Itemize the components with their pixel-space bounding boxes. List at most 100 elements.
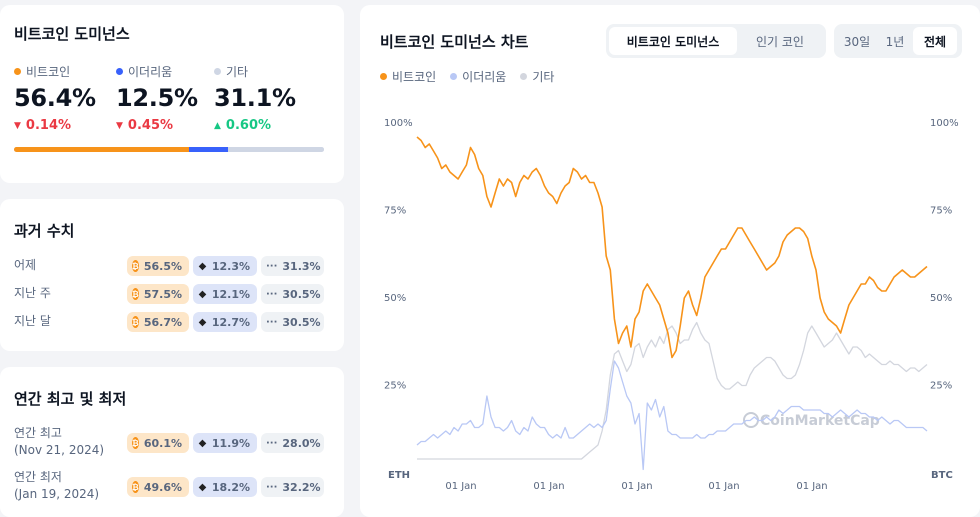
yearly-row-date: (Jan 19, 2024) [14,487,100,501]
yearly-row-date: (Nov 21, 2024) [14,443,105,457]
more-icon: ··· [266,288,278,300]
pill-eth-value: 12.3% [211,259,250,273]
dominance-btc: 비트코인 56.4% ▼ 0.14% [14,63,96,133]
bitcoin-icon: ₿ [132,316,139,328]
dominance-bar-btc [14,147,189,152]
y-tick-right: 50% [930,293,952,304]
range-toggle: 30일 1년 전체 [834,24,962,58]
more-icon: ··· [266,437,278,449]
eth-dot-icon [116,68,123,75]
chart-legend: 비트코인 이더리움 기타 [380,68,554,85]
legend-eth-label: 이더리움 [462,70,507,84]
yearly-row-label: 연간 최고 [14,426,62,440]
series-line-other [417,321,928,460]
pill-eth: ◆ 12.3% [193,256,257,276]
pill-other-value: 31.3% [282,259,321,273]
range-all[interactable]: 전체 [913,27,957,55]
y-tick-left: 100% [384,118,413,129]
other-dot-icon [520,73,528,80]
pill-other: ··· 30.5% [261,312,324,332]
legend-btc[interactable]: 비트코인 [380,68,436,85]
legend-other[interactable]: 기타 [520,68,554,85]
history-title: 과거 수치 [14,222,75,240]
dominance-card: 비트코인 도미넌스 비트코인 56.4% ▼ 0.14% 이더리움 12.5% ▼… [0,5,344,183]
left-axis-label: ETH [388,470,410,481]
y-tick-left: 50% [384,293,406,304]
pill-eth: ◆ 18.2% [193,477,257,497]
series-line-eth [416,360,928,471]
more-icon: ··· [266,260,278,272]
pill-btc-value: 49.6% [143,480,182,494]
view-toggle: 비트코인 도미넌스 인기 코인 [606,24,826,58]
legend-other-label: 기타 [532,70,555,84]
legend-btc-label: 비트코인 [392,70,437,84]
pill-btc-value: 60.1% [143,436,182,450]
history-row-label: 지난 주 [14,286,51,300]
dominance-other-change: 0.60% [225,118,272,133]
tab-btc-dominance[interactable]: 비트코인 도미넌스 [609,27,737,55]
watermark-text: CoinMarketCap [760,413,880,429]
y-tick-right: 25% [930,381,952,392]
pill-other: ··· 31.3% [261,256,324,276]
right-axis-label: BTC [931,470,953,481]
legend-eth[interactable]: 이더리움 [450,68,506,85]
x-tick-label: 01 Jan [445,481,476,492]
pill-eth-value: 12.7% [211,315,250,329]
pill-other: ··· 30.5% [261,284,324,304]
history-row: 지난 주 ₿ 57.5% ◆ 12.1% ··· 30.5% [14,284,330,306]
chart-card: 비트코인 도미넌스 차트 비트코인 도미넌스 인기 코인 30일 1년 전체 비… [360,5,980,517]
btc-dot-icon [14,68,21,75]
dominance-other-value: 31.1% [214,84,296,112]
pill-btc: ₿ 49.6% [127,477,189,497]
triangle-down-icon: ▼ [14,120,21,131]
yearly-row: 연간 최고 (Nov 21, 2024) ₿ 60.1% ◆ 11.9% ··· 28.0… [14,426,330,469]
pill-other-value: 30.5% [282,287,321,301]
pill-btc: ₿ 56.7% [127,312,189,332]
ethereum-icon: ◆ [198,481,207,493]
other-dot-icon [214,68,221,75]
dominance-eth-value: 12.5% [116,84,198,112]
history-row-label: 지난 달 [14,314,51,328]
tab-popular-coins[interactable]: 인기 코인 [756,34,804,49]
dominance-eth-change: 0.45% [127,118,174,133]
pill-btc: ₿ 60.1% [127,433,189,453]
dominance-bar-other [227,147,324,152]
range-1y[interactable]: 1년 [885,34,905,49]
x-tick-label: 01 Jan [533,481,564,492]
history-row-label: 어제 [14,258,37,272]
dominance-other: 기타 31.1% ▲ 0.60% [214,63,296,133]
dominance-eth: 이더리움 12.5% ▼ 0.45% [116,63,198,133]
dominance-chart[interactable]: 100% 100% 75% 75% 50% 50% 25% 25% ETH BTC 01 Jan 01… [360,105,980,505]
triangle-up-icon: ▲ [214,120,221,131]
bitcoin-icon: ₿ [132,481,139,493]
dominance-bar-eth [188,147,228,152]
pill-eth: ◆ 11.9% [193,433,257,453]
pill-eth-value: 18.2% [211,480,250,494]
chart-title: 비트코인 도미넌스 차트 [380,33,529,51]
pill-eth-value: 12.1% [211,287,250,301]
range-30d[interactable]: 30일 [843,34,871,49]
x-tick-label: 01 Jan [796,481,827,492]
history-row: 어제 ₿ 56.5% ◆ 12.3% ··· 31.3% [14,256,330,278]
x-tick-label: 01 Jan [708,481,739,492]
pill-eth: ◆ 12.7% [193,312,257,332]
pill-other-value: 28.0% [282,436,321,450]
eth-dot-icon [450,73,458,80]
pill-btc: ₿ 57.5% [127,284,189,304]
ethereum-icon: ◆ [198,288,207,300]
series-line-btc [416,136,928,359]
triangle-down-icon: ▼ [116,120,123,131]
dominance-btc-value: 56.4% [14,84,96,112]
dominance-btc-change: 0.14% [25,118,72,133]
more-icon: ··· [266,316,278,328]
yearly-row-label: 연간 최저 [14,470,62,484]
pill-btc-value: 56.5% [143,259,182,273]
btc-dot-icon [380,73,387,80]
dominance-btc-label: 비트코인 [26,65,71,79]
ethereum-icon: ◆ [198,260,207,272]
y-tick-left: 75% [384,206,406,217]
pill-btc-value: 57.5% [143,287,182,301]
y-tick-right: 100% [930,118,959,129]
x-tick-label: 01 Jan [621,481,652,492]
ethereum-icon: ◆ [198,316,207,328]
